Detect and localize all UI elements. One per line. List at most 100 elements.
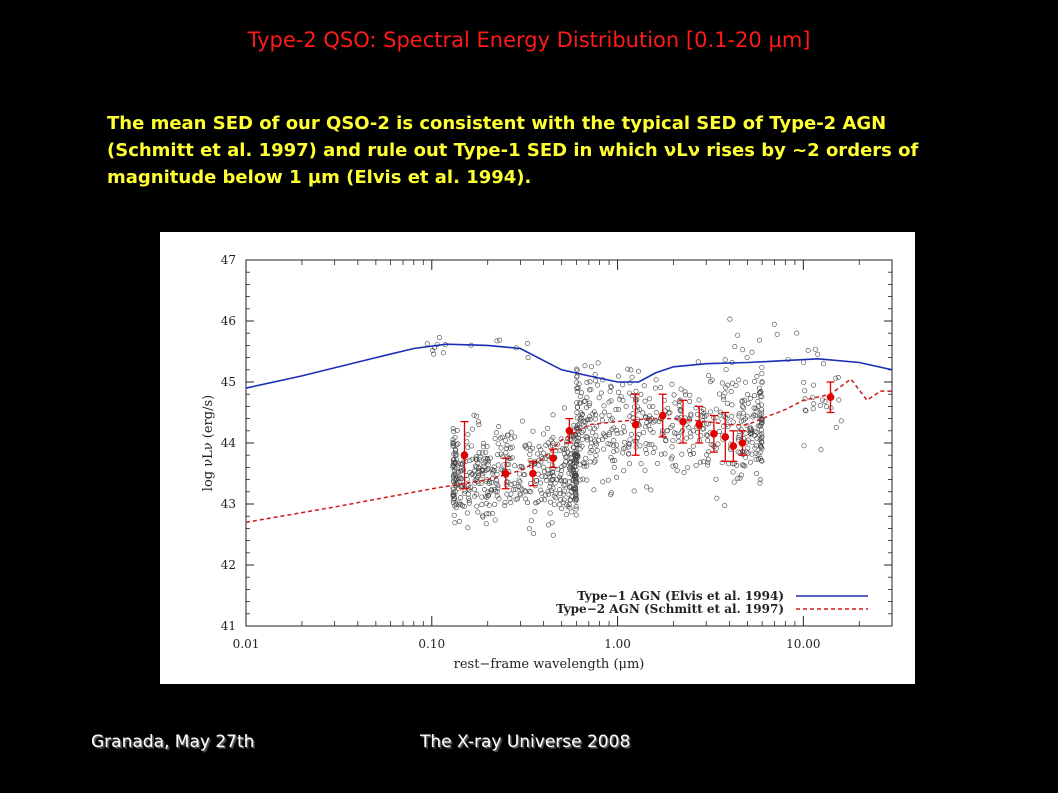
source-point (575, 435, 581, 441)
source-point (527, 451, 533, 457)
source-point (717, 391, 723, 397)
source-point (592, 416, 598, 422)
mean-sed-point (565, 427, 574, 435)
source-point (818, 447, 824, 453)
source-point (558, 472, 564, 478)
source-point (497, 337, 503, 343)
source-point (466, 500, 472, 506)
source-point (471, 412, 477, 418)
source-point (749, 427, 755, 433)
source-point (644, 484, 650, 490)
mean-sed-point (729, 442, 738, 450)
source-point (550, 435, 556, 441)
source-point (452, 503, 458, 509)
source-point (480, 441, 486, 447)
source-point (727, 316, 733, 322)
source-point (801, 379, 807, 385)
source-point (620, 382, 626, 388)
source-point (618, 394, 624, 400)
source-point (759, 409, 765, 415)
source-point (759, 439, 765, 445)
source-point (469, 472, 475, 478)
source-point (573, 498, 579, 504)
source-point (677, 406, 683, 412)
source-point (835, 375, 841, 381)
source-point (472, 478, 478, 484)
source-point (601, 403, 607, 409)
source-point (755, 423, 761, 429)
source-point (575, 385, 581, 391)
source-point (475, 469, 481, 475)
mean-sed-point (631, 420, 640, 429)
source-point (742, 397, 748, 403)
source-point (812, 346, 818, 352)
source-point (643, 424, 649, 430)
source-point (574, 460, 580, 466)
mean-sed-point (738, 439, 747, 447)
source-point (578, 415, 584, 421)
source-point (833, 375, 839, 381)
source-point (740, 404, 746, 410)
source-point (811, 401, 817, 407)
source-point (759, 419, 765, 425)
source-point (670, 438, 676, 444)
source-point (494, 493, 500, 499)
source-point (549, 443, 555, 449)
source-point (574, 367, 580, 373)
source-point (574, 374, 580, 380)
source-point (457, 474, 463, 480)
source-point (738, 418, 744, 424)
source-point (744, 392, 750, 398)
x-tick-label: 0.10 (418, 637, 445, 651)
source-point (573, 486, 579, 492)
source-point (573, 453, 579, 459)
source-point (513, 496, 519, 502)
source-point (599, 413, 605, 419)
source-point (833, 424, 839, 430)
source-point (774, 331, 780, 337)
source-point (430, 348, 436, 354)
source-point (591, 487, 597, 493)
source-point (523, 489, 529, 495)
source-point (459, 503, 465, 509)
source-point (647, 427, 653, 433)
source-point (508, 429, 514, 435)
source-point (484, 511, 490, 517)
source-point (487, 455, 493, 461)
source-point (566, 492, 572, 498)
source-point (599, 436, 605, 442)
source-point (453, 501, 459, 507)
source-point (581, 428, 587, 434)
source-point (559, 506, 565, 512)
source-point (584, 434, 590, 440)
source-point (579, 437, 585, 443)
legend-type1-label: Type−1 AGN (Elvis et al. 1994) (577, 589, 784, 603)
source-point (757, 477, 763, 483)
source-point (491, 467, 497, 473)
source-point (638, 461, 644, 467)
source-point (496, 496, 502, 502)
source-point (676, 438, 682, 444)
source-point (584, 437, 590, 443)
source-point (593, 440, 599, 446)
source-point (568, 467, 574, 473)
source-point (461, 459, 467, 465)
source-point (687, 392, 693, 398)
source-point (561, 478, 567, 484)
source-point (480, 471, 486, 477)
source-point (574, 400, 580, 406)
source-point (539, 473, 545, 479)
source-point (553, 491, 559, 497)
source-point (495, 441, 501, 447)
source-point (753, 443, 759, 449)
source-point (452, 434, 458, 440)
source-point (705, 459, 711, 465)
source-point (573, 490, 579, 496)
source-point (626, 461, 632, 467)
source-point (590, 430, 596, 436)
source-point (440, 350, 446, 356)
source-point (483, 521, 489, 527)
source-point (568, 436, 574, 442)
source-point (524, 340, 530, 346)
source-point (486, 493, 492, 499)
